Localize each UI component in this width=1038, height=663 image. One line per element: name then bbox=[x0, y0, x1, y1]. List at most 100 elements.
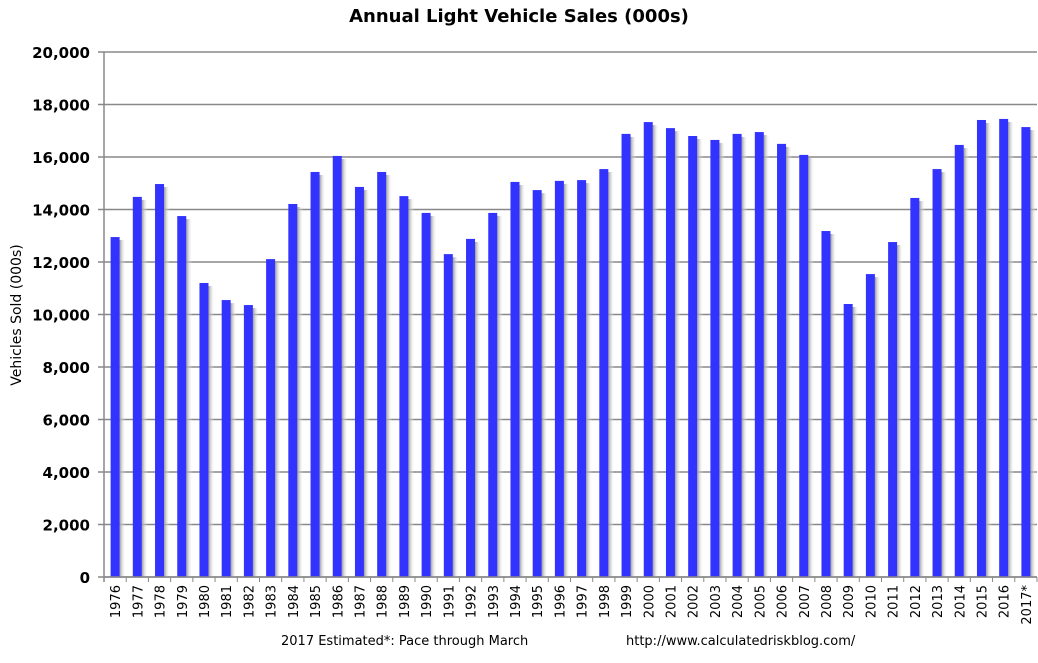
x-tick-label: 1991 bbox=[442, 585, 457, 618]
bar-shadow bbox=[141, 199, 148, 577]
bar bbox=[643, 122, 653, 578]
x-tick-label: 2005 bbox=[753, 585, 768, 618]
bar bbox=[132, 196, 142, 577]
bar-shadow bbox=[786, 146, 793, 577]
x-tick-label: 1980 bbox=[198, 585, 213, 618]
bar-shadow bbox=[319, 174, 326, 577]
bar-shadow bbox=[830, 234, 837, 577]
bar-shadow bbox=[386, 174, 393, 577]
bar bbox=[688, 136, 698, 577]
bar-shadow bbox=[497, 215, 504, 577]
bar bbox=[799, 154, 809, 577]
x-tick-label: 2008 bbox=[820, 585, 835, 618]
x-tick-label: 1978 bbox=[154, 585, 169, 618]
x-tick-label: 2016 bbox=[998, 585, 1013, 618]
bar-shadow bbox=[919, 200, 926, 577]
footnote: 2017 Estimated*: Pace through March bbox=[281, 634, 529, 649]
bar-shadow bbox=[586, 183, 593, 577]
bar bbox=[221, 300, 231, 577]
bar-shadow bbox=[1030, 130, 1037, 577]
bar-shadow bbox=[430, 215, 437, 577]
x-tick-label: 2012 bbox=[909, 585, 924, 618]
x-tick-label: 1976 bbox=[109, 585, 124, 618]
bar-shadow bbox=[563, 183, 570, 577]
x-tick-label: 1997 bbox=[576, 585, 591, 618]
bar bbox=[932, 169, 942, 577]
bar bbox=[554, 180, 564, 577]
bar bbox=[1021, 127, 1031, 577]
x-tick-label: 2009 bbox=[842, 585, 857, 618]
source-url[interactable]: http://www.calculatedriskblog.com/ bbox=[626, 634, 856, 649]
x-tick-label: 2017* bbox=[1020, 585, 1035, 625]
y-tick-label: 20,000 bbox=[32, 44, 90, 62]
x-tick-label: 1986 bbox=[331, 585, 346, 618]
x-tick-label: 1984 bbox=[287, 585, 302, 618]
x-tick-label: 1989 bbox=[398, 585, 413, 618]
bar bbox=[155, 184, 165, 577]
y-tick-label: 8,000 bbox=[43, 359, 90, 377]
x-tick-label: 1979 bbox=[176, 585, 191, 618]
bar bbox=[732, 133, 742, 577]
x-tick-label: 2010 bbox=[864, 585, 879, 618]
bar bbox=[821, 231, 831, 577]
bar bbox=[399, 196, 409, 578]
x-tick-label: 2004 bbox=[731, 585, 746, 618]
bar-shadow bbox=[164, 187, 171, 577]
y-tick-label: 12,000 bbox=[32, 254, 90, 272]
bar bbox=[599, 169, 609, 577]
bar-shadow bbox=[941, 172, 948, 577]
bar-shadow bbox=[297, 206, 304, 578]
bar bbox=[243, 305, 253, 577]
x-tick-label: 2013 bbox=[931, 585, 946, 618]
bar bbox=[843, 304, 853, 577]
bar-shadow bbox=[897, 245, 904, 578]
x-tick-label: 2014 bbox=[953, 585, 968, 618]
y-tick-label: 18,000 bbox=[32, 97, 90, 115]
bar-shadow bbox=[541, 193, 548, 577]
bar-shadow bbox=[186, 219, 193, 577]
x-tick-label: 1990 bbox=[420, 585, 435, 618]
bar bbox=[888, 242, 898, 578]
bar bbox=[910, 197, 920, 577]
bar-shadow bbox=[452, 257, 459, 577]
bar bbox=[532, 190, 542, 577]
x-tick-label: 1999 bbox=[620, 585, 635, 618]
bar bbox=[710, 139, 720, 577]
bar bbox=[110, 237, 120, 577]
bar bbox=[310, 171, 320, 577]
x-tick-label: 1992 bbox=[465, 585, 480, 618]
y-tick-label: 4,000 bbox=[43, 464, 90, 482]
bar-shadow bbox=[852, 307, 859, 577]
bar bbox=[665, 128, 675, 577]
bar-shadow bbox=[230, 303, 237, 577]
bar-shadow bbox=[808, 157, 815, 577]
bar-shadow bbox=[719, 142, 726, 577]
x-tick-label: 1981 bbox=[220, 585, 235, 618]
x-tick-label: 2007 bbox=[798, 585, 813, 618]
x-tick-label: 2006 bbox=[776, 585, 791, 618]
y-tick-label: 10,000 bbox=[32, 307, 90, 325]
bar-shadow bbox=[208, 286, 215, 577]
bar-shadow bbox=[985, 122, 992, 578]
bar-shadow bbox=[741, 136, 748, 577]
y-tick-label: 2,000 bbox=[43, 517, 90, 535]
bar bbox=[754, 132, 764, 577]
bar bbox=[354, 186, 364, 578]
x-tick-label: 1995 bbox=[531, 585, 546, 618]
bar-shadow bbox=[874, 277, 881, 577]
x-tick-label: 1998 bbox=[598, 585, 613, 618]
bar-shadow bbox=[652, 125, 659, 578]
x-tick-label: 1983 bbox=[265, 585, 280, 618]
bar-shadow bbox=[475, 241, 482, 577]
bar-shadow bbox=[519, 184, 526, 577]
bar-shadow bbox=[608, 172, 615, 577]
x-tick-label: 1988 bbox=[376, 585, 391, 618]
bar bbox=[865, 274, 875, 577]
bar bbox=[288, 203, 298, 578]
x-tick-label: 2000 bbox=[642, 585, 657, 618]
x-tick-label: 1977 bbox=[131, 585, 146, 618]
bar bbox=[199, 283, 209, 577]
x-tick-label: 2015 bbox=[975, 585, 990, 618]
bar bbox=[377, 171, 387, 577]
